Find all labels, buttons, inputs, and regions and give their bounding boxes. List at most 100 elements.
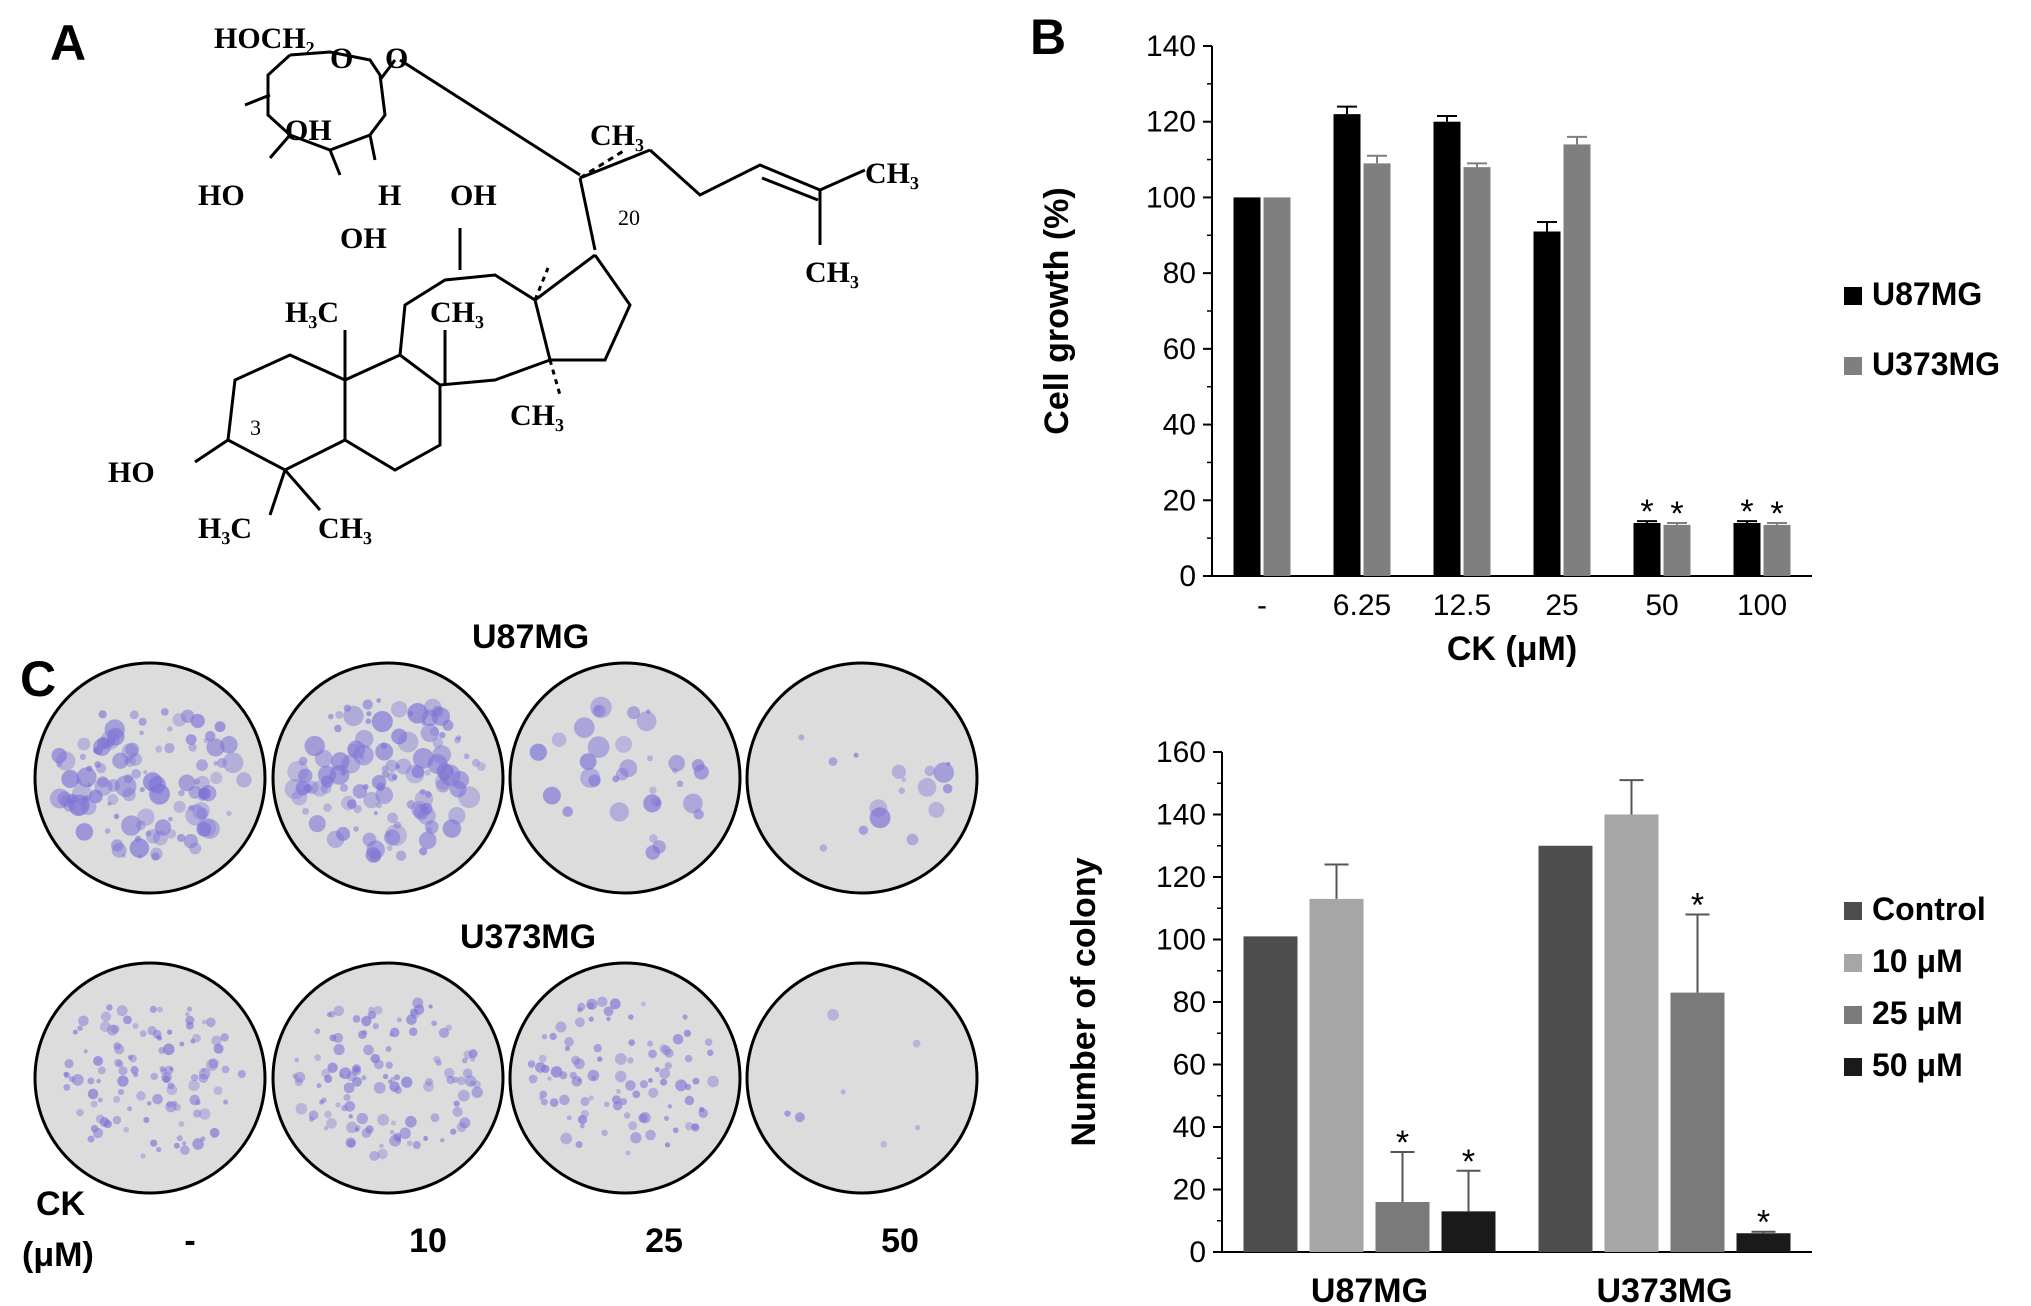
colony-spot — [371, 710, 393, 733]
colony-spot — [906, 833, 919, 846]
colony-spot — [432, 737, 444, 749]
colony-spot — [352, 1015, 361, 1023]
colony-spot — [464, 1075, 477, 1087]
colony-spot — [166, 1101, 174, 1108]
colony-spot — [72, 1029, 78, 1035]
y-axis-title: Number of colony — [1065, 857, 1103, 1146]
dose-label: - — [184, 1222, 196, 1260]
colony-spot — [114, 775, 137, 797]
colony-spot — [96, 763, 107, 774]
colony-spot — [682, 1014, 688, 1020]
colony-spot — [97, 1066, 106, 1075]
colony-spot — [609, 998, 621, 1010]
colony-spot — [840, 1089, 846, 1095]
colony-spot — [100, 730, 120, 750]
colony-spot — [366, 711, 372, 717]
colony-spot — [328, 713, 334, 720]
colony-spot — [190, 1073, 199, 1082]
colony-spot — [391, 774, 398, 781]
y-tick-label: 160 — [1156, 736, 1206, 769]
colony-spot — [684, 1054, 693, 1063]
colony-spot — [294, 1077, 303, 1087]
colony-spot — [77, 1025, 83, 1031]
colony-spot — [683, 1029, 691, 1037]
colony-spot — [452, 1106, 463, 1117]
colony-spot — [917, 778, 937, 797]
colony-spot — [94, 761, 102, 768]
colony-spot — [456, 1122, 467, 1133]
colony-spot — [116, 1060, 124, 1068]
colony-spot — [389, 1032, 394, 1037]
colony-spot — [418, 831, 437, 850]
colony-spot — [389, 1129, 395, 1135]
colony-spot — [472, 1080, 481, 1089]
colony-spot — [334, 724, 342, 733]
colony-spot — [214, 721, 226, 733]
colony-spot — [161, 708, 169, 716]
colony-spot — [333, 1005, 345, 1017]
x-tick-label: 12.5 — [1433, 589, 1491, 622]
colony-spot — [424, 791, 432, 798]
legend-swatch — [1844, 902, 1862, 920]
colony-spot — [645, 845, 661, 860]
bar-50-μm — [1736, 1233, 1791, 1252]
colony-spot — [178, 1121, 185, 1127]
x-tick-label: 6.25 — [1333, 589, 1391, 622]
y-tick-label: 80 — [1163, 257, 1196, 290]
colony-spot — [659, 1068, 671, 1079]
colony-spot — [625, 1150, 631, 1156]
colony-spot — [587, 1069, 600, 1082]
colony-spot — [593, 1043, 602, 1053]
colony-spot — [639, 1080, 648, 1089]
colony-spot — [87, 1135, 95, 1143]
colony-spot — [333, 1043, 345, 1056]
colony-spot — [411, 800, 428, 818]
colony-spot — [417, 806, 436, 825]
colony-spot — [107, 779, 120, 792]
colony-spot — [459, 1117, 471, 1129]
colony-spot — [107, 801, 112, 806]
bar-u87mg — [1433, 121, 1461, 576]
colony-spot — [211, 1035, 222, 1046]
colony-spot — [614, 1053, 627, 1065]
colony-spot — [213, 761, 219, 766]
colony-spot — [707, 1049, 714, 1056]
colony-spot — [376, 802, 383, 809]
colony-spot — [707, 1075, 719, 1088]
y-tick-label: 0 — [1189, 1236, 1206, 1269]
colony-spot — [693, 809, 704, 820]
colony-spot — [580, 1123, 585, 1129]
colony-spot — [409, 1008, 418, 1016]
colony-spot — [672, 1033, 684, 1045]
dose-label: 10 — [409, 1222, 447, 1260]
colony-spot — [381, 765, 388, 772]
x-tick-label: 50 — [1645, 589, 1678, 622]
bar-u87mg — [1733, 523, 1761, 576]
colony-spot — [112, 752, 129, 769]
colony-spot — [106, 1024, 118, 1036]
chemical-structure: HOCH₂ O O OH HO H OH CH₃ CH₃ CH₃ 20 OH H… — [108, 22, 919, 545]
colony-spot — [347, 740, 366, 759]
colony-spot — [387, 812, 398, 824]
colony-spot — [424, 820, 439, 834]
colony-spot — [139, 1030, 147, 1038]
colony-spot — [385, 824, 407, 847]
colony-spot — [196, 821, 212, 837]
culture-dish — [271, 661, 505, 895]
colony-spot — [468, 1049, 478, 1059]
colony-spot — [784, 1110, 791, 1117]
colony-spot — [541, 1033, 548, 1040]
colony-spot — [641, 1001, 646, 1007]
colony-spot — [869, 799, 888, 818]
colony-spot — [97, 1097, 103, 1103]
colony-spot — [314, 1054, 322, 1061]
colony-spot — [420, 723, 440, 743]
bar-u373mg — [1763, 524, 1791, 576]
colony-spot — [166, 1029, 173, 1035]
significance-marker: * — [1462, 1143, 1475, 1181]
colony-spot — [172, 1103, 181, 1112]
colony-spot — [588, 774, 601, 787]
colony-spot — [538, 1054, 547, 1063]
colony-spot — [56, 761, 62, 768]
